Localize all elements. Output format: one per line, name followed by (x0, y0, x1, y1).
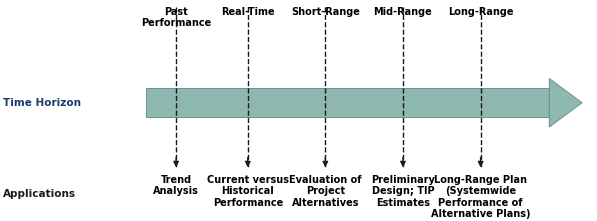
Text: Applications: Applications (3, 189, 76, 200)
Text: Long-Range Plan
(Systemwide
Performance of
Alternative Plans): Long-Range Plan (Systemwide Performance … (431, 175, 530, 219)
Text: Current versus
Historical
Performance: Current versus Historical Performance (207, 175, 289, 208)
Text: Evaluation of
Project
Alternatives: Evaluation of Project Alternatives (289, 175, 362, 208)
Text: Short-Range: Short-Range (291, 7, 360, 17)
Text: Trend
Analysis: Trend Analysis (153, 175, 199, 196)
Text: Real-Time: Real-Time (221, 7, 275, 17)
Polygon shape (549, 78, 582, 127)
Text: Time Horizon: Time Horizon (3, 98, 81, 108)
Text: Long-Range: Long-Range (448, 7, 513, 17)
Text: Mid-Range: Mid-Range (374, 7, 432, 17)
Text: Preliminary
Design; TIP
Estimates: Preliminary Design; TIP Estimates (371, 175, 435, 208)
Text: Past
Performance: Past Performance (141, 7, 211, 28)
Bar (146, 88, 549, 117)
